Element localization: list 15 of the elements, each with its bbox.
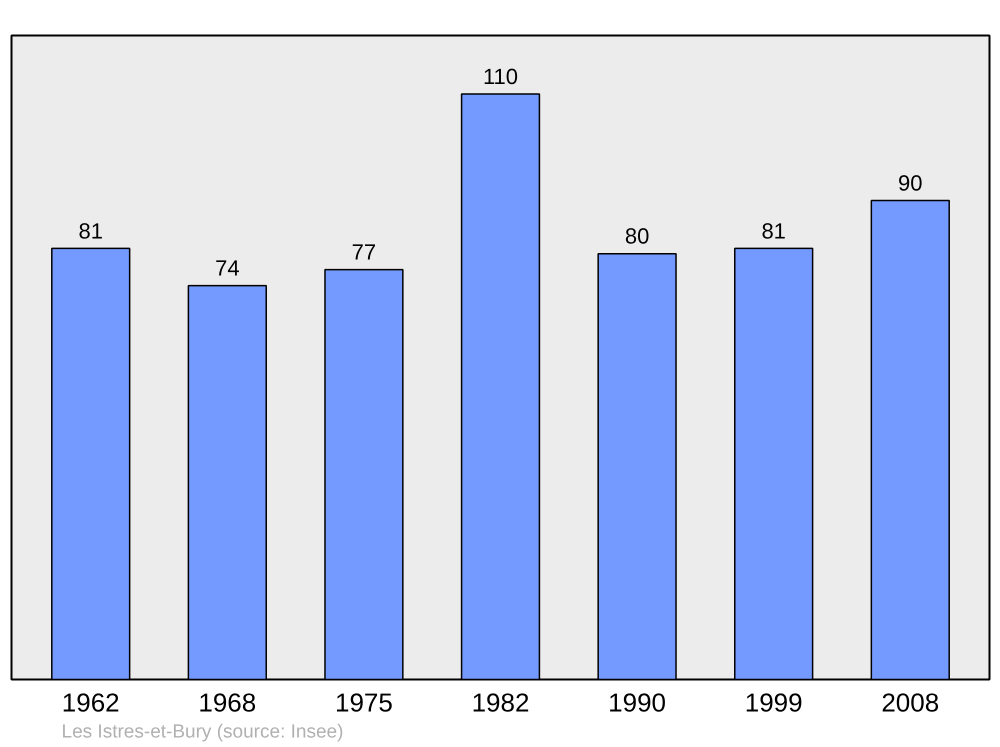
data-label: 90 (898, 170, 923, 196)
data-label: 74 (215, 256, 240, 281)
x-tick-label: 1962 (62, 688, 120, 718)
data-label: 80 (624, 224, 650, 249)
data-label: 81 (761, 218, 786, 244)
data-label: 81 (78, 218, 103, 244)
x-tick-label: 2008 (881, 688, 940, 718)
data-label: 77 (352, 240, 376, 265)
x-tick-label: 1975 (334, 688, 393, 718)
x-tick-label: 1990 (608, 688, 666, 718)
x-tick-label: 1982 (472, 688, 530, 718)
x-tick-label: 1968 (198, 688, 256, 718)
x-tick-label: 1999 (744, 688, 803, 718)
text: Les Istres-et-Bury (source: Insee) (62, 722, 344, 742)
data-label: 110 (482, 64, 518, 90)
